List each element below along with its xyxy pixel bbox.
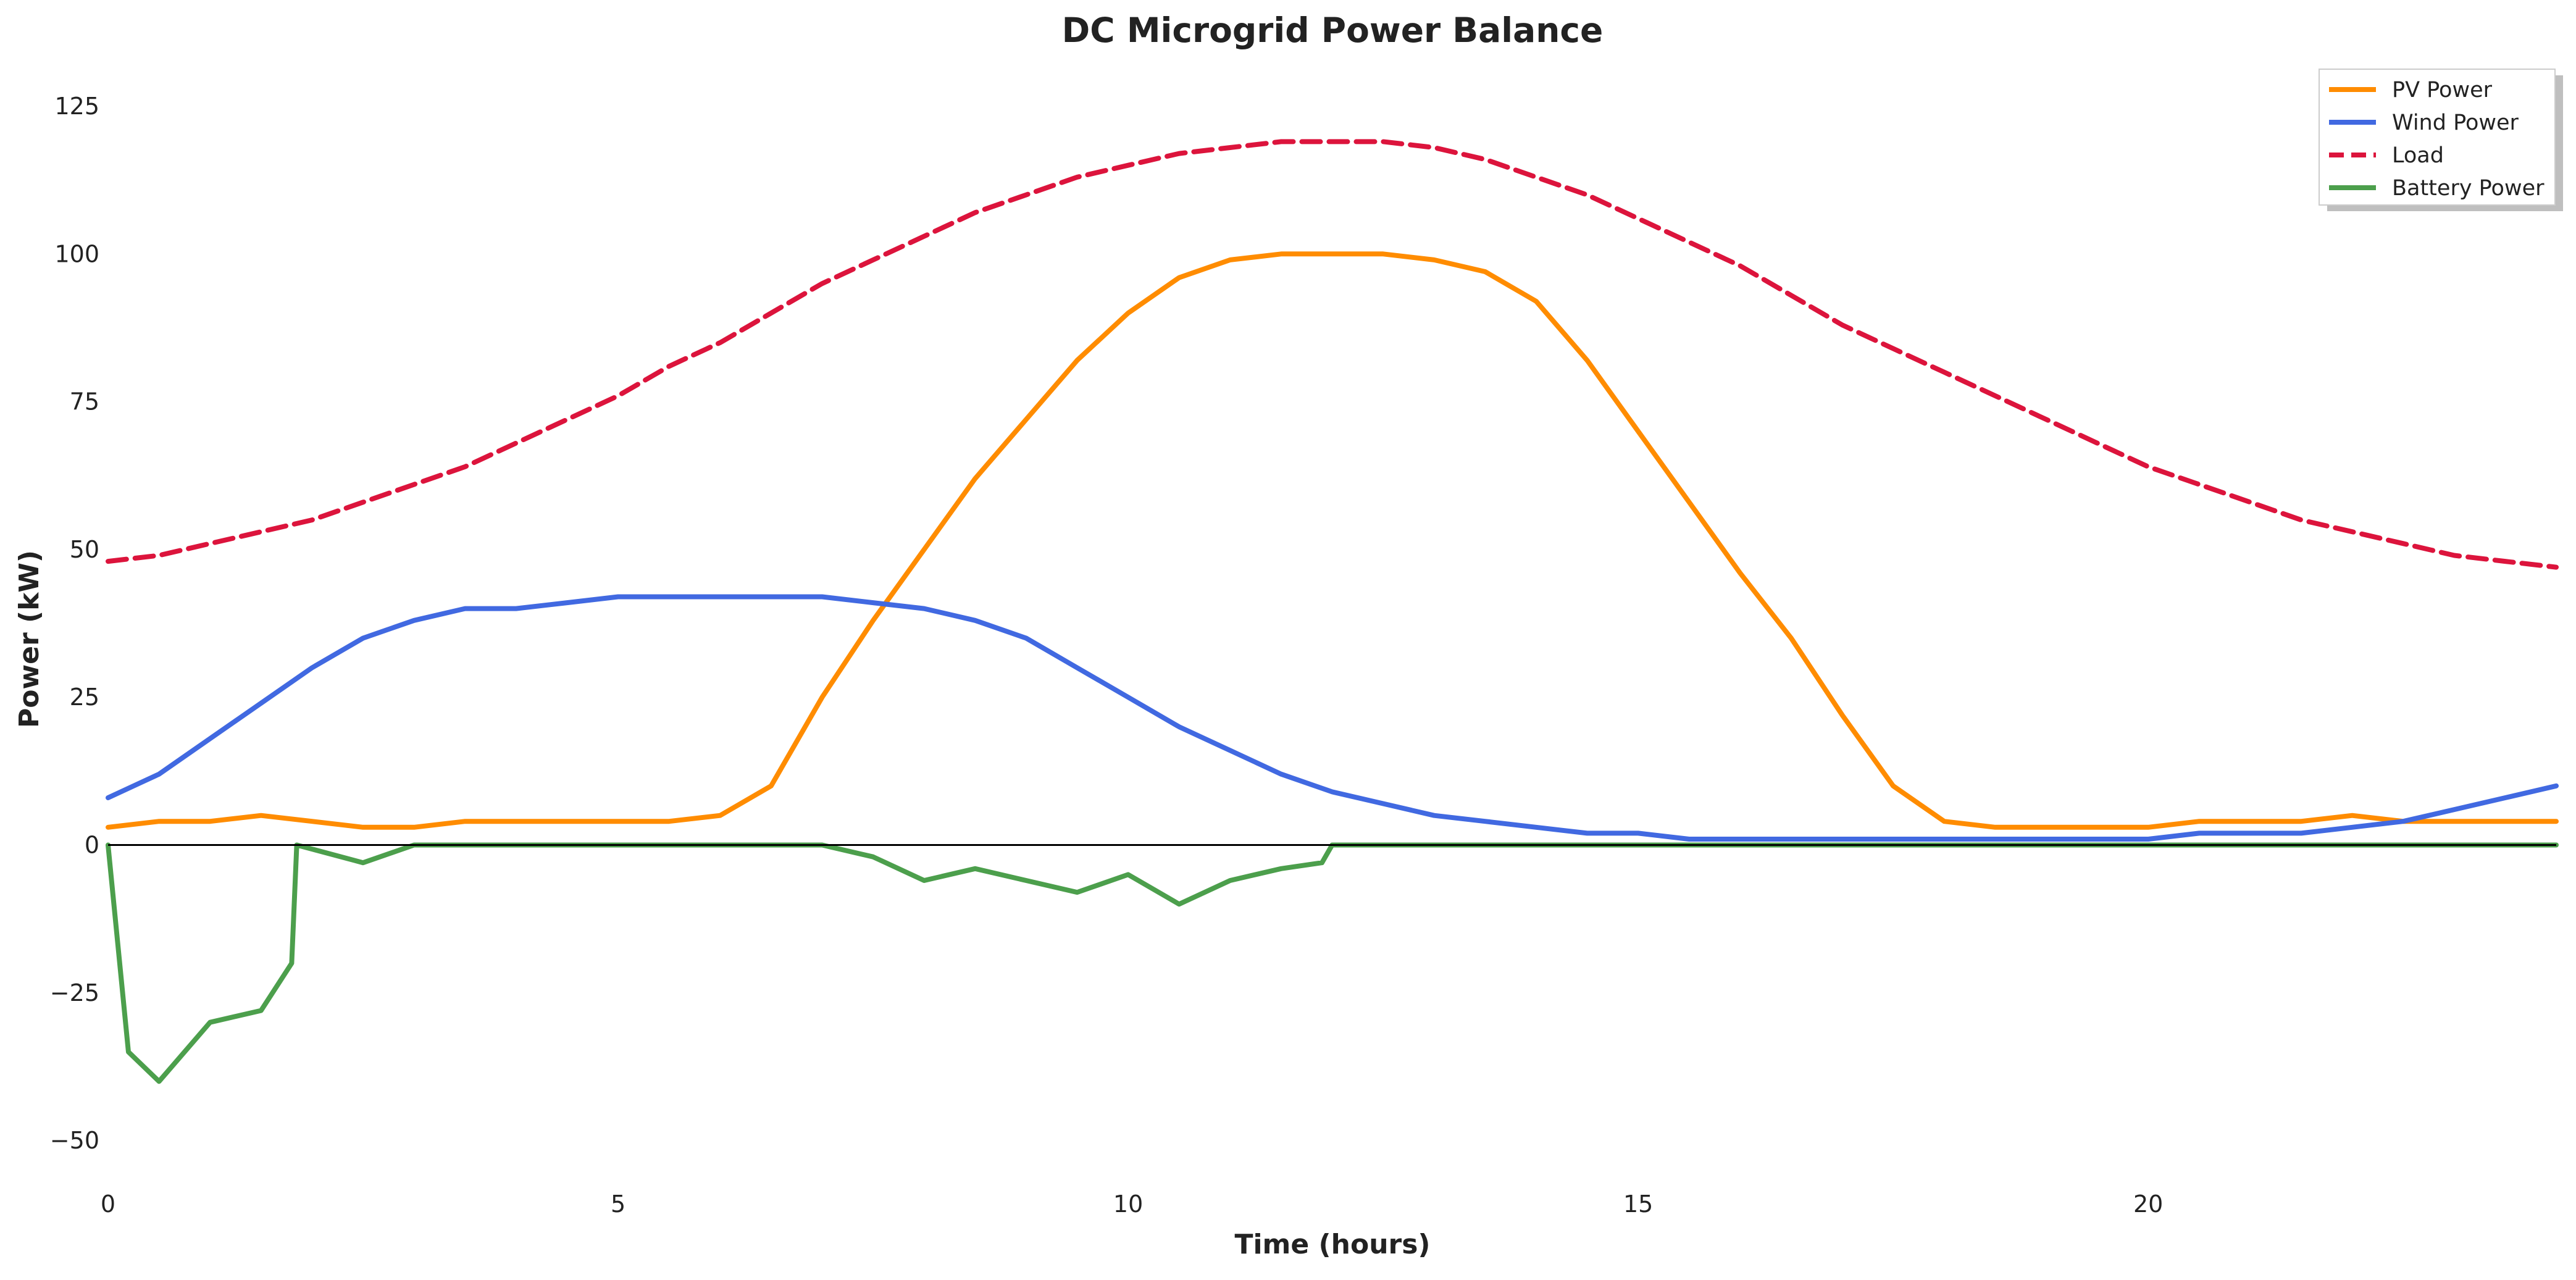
y-tick-label: 125 bbox=[54, 93, 99, 120]
chart-title: DC Microgrid Power Balance bbox=[1062, 10, 1604, 50]
series-line-wind-power bbox=[106, 594, 2559, 842]
y-tick-label: 100 bbox=[54, 240, 99, 267]
legend-label-pv-power: PV Power bbox=[2392, 78, 2493, 102]
series-line-pv-power bbox=[106, 251, 2559, 830]
plot-area bbox=[106, 139, 2559, 1084]
legend-label-load: Load bbox=[2392, 143, 2444, 168]
y-tick-label: −25 bbox=[50, 979, 99, 1006]
legend-label-wind-power: Wind Power bbox=[2392, 111, 2519, 135]
x-axis-label: Time (hours) bbox=[1234, 1229, 1430, 1260]
legend-items: PV Power Wind Power Load Battery Power bbox=[2329, 78, 2545, 201]
y-tick-label: 25 bbox=[70, 684, 99, 711]
legend-label-battery-power: Battery Power bbox=[2392, 176, 2545, 201]
x-tick-label: 0 bbox=[101, 1190, 115, 1218]
x-tick-label: 10 bbox=[1113, 1190, 1143, 1218]
series-line-load bbox=[106, 139, 2559, 570]
x-axis-ticks: 0 5 10 15 20 bbox=[101, 1190, 2163, 1218]
y-tick-label: 50 bbox=[70, 536, 99, 563]
x-tick-label: 20 bbox=[2133, 1190, 2163, 1218]
x-tick-label: 15 bbox=[1623, 1190, 1653, 1218]
y-axis-ticks: −50 −25 0 25 50 75 100 125 bbox=[50, 93, 99, 1154]
y-tick-label: 0 bbox=[85, 832, 99, 859]
y-tick-label: 75 bbox=[70, 388, 99, 416]
y-axis-label: Power (kW) bbox=[14, 550, 45, 728]
legend: PV Power Wind Power Load Battery Power bbox=[2319, 69, 2563, 211]
x-tick-label: 5 bbox=[611, 1190, 625, 1218]
series-line-battery-power bbox=[106, 842, 2559, 1084]
y-tick-label: −50 bbox=[50, 1127, 99, 1154]
